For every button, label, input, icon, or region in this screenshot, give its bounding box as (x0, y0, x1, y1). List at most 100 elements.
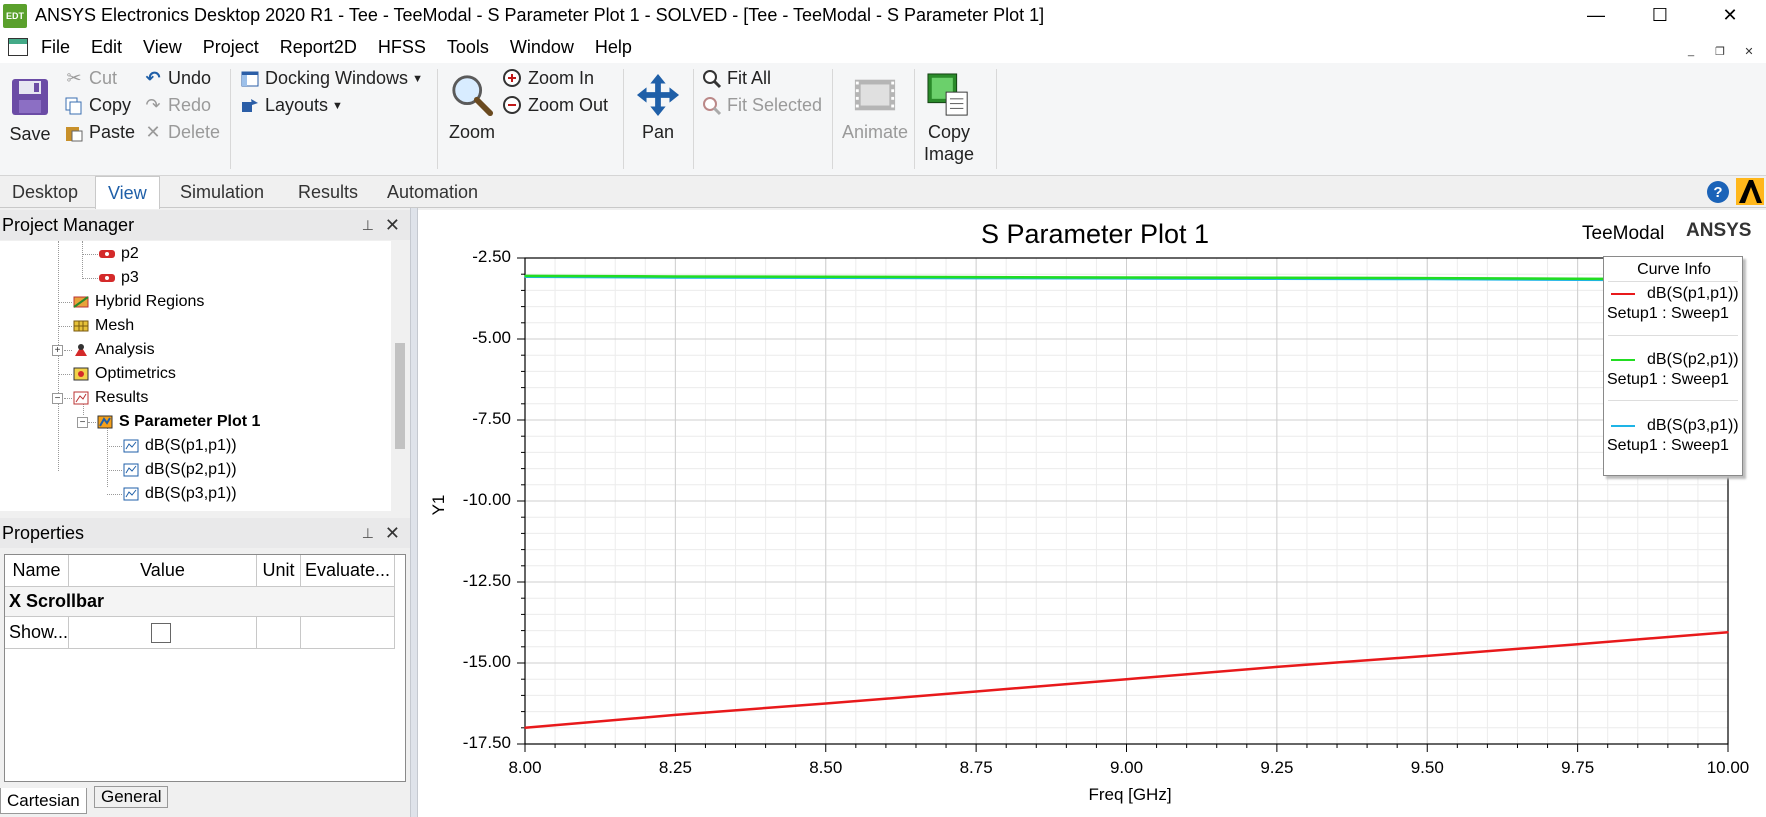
x-tick-label: 8.25 (658, 758, 692, 777)
x-axis-label: Freq [GHz] (1088, 785, 1172, 804)
column-header-value[interactable]: Value (69, 555, 257, 587)
tab-desktop[interactable]: Desktop (12, 181, 79, 202)
pan-button[interactable]: Pan (632, 71, 684, 143)
tab-view[interactable]: View (95, 176, 160, 209)
project-tree: + − − p2 p3 Hybrid Regions Mesh Analysis… (0, 241, 395, 511)
tree-item-label: Results (95, 389, 149, 406)
close-button[interactable]: ✕ (1722, 5, 1738, 25)
floppy-disk-icon (8, 73, 52, 121)
menu-report2d[interactable]: Report2D (279, 36, 357, 57)
zoom-button[interactable]: Zoom (444, 71, 500, 143)
fit-selected-button[interactable]: Fit Selected (702, 95, 822, 116)
property-value-cell[interactable] (69, 617, 257, 649)
tab-automation[interactable]: Automation (387, 181, 479, 202)
ansys-logo-icon (1736, 178, 1764, 205)
tree-item-label: dB(S(p2,p1)) (145, 461, 237, 478)
cut-label: Cut (89, 68, 118, 88)
save-button[interactable]: Save (6, 73, 54, 145)
delete-button[interactable]: ✕ Delete (143, 122, 220, 143)
tree-item-label: dB(S(p3,p1)) (145, 485, 237, 502)
tree-line (82, 278, 98, 279)
tab-general[interactable]: General (94, 786, 169, 808)
ribbon-separator (437, 69, 438, 169)
maximize-button[interactable]: ☐ (1651, 5, 1669, 25)
fit-all-button[interactable]: Fit All (702, 68, 771, 89)
menu-file[interactable]: File (41, 36, 71, 57)
design-name: TeeModal (1582, 223, 1665, 244)
menu-hfss[interactable]: HFSS (377, 36, 426, 57)
mdi-minimize-button[interactable]: _ (1687, 45, 1695, 57)
minimize-button[interactable]: — (1587, 5, 1605, 25)
trace-icon (122, 462, 140, 478)
column-header-name[interactable]: Name (5, 555, 69, 587)
tab-results[interactable]: Results (298, 181, 359, 202)
tree-item-p3[interactable]: p3 (98, 266, 139, 290)
property-name-show[interactable]: Show... (5, 617, 69, 649)
tree-item-optimetrics[interactable]: Optimetrics (72, 362, 176, 386)
paste-button[interactable]: Paste (64, 122, 135, 143)
menu-project[interactable]: Project (202, 36, 259, 57)
docking-windows-label: Docking Windows (265, 68, 409, 88)
help-icon[interactable]: ? (1707, 181, 1729, 203)
tab-simulation[interactable]: Simulation (180, 181, 265, 202)
tab-cartesian[interactable]: Cartesian (0, 788, 87, 814)
pan-arrows-icon (636, 71, 680, 119)
project-tree-scrollbar[interactable] (391, 241, 410, 511)
undo-button[interactable]: ↶ Undo (143, 68, 211, 89)
tree-item-trace-s11[interactable]: dB(S(p1,p1)) (122, 434, 237, 458)
fit-all-label: Fit All (727, 68, 772, 88)
legend-entry-sweep: Setup1 : Sweep1 (1607, 437, 1729, 454)
menu-help[interactable]: Help (594, 36, 632, 57)
animate-button[interactable]: Animate (840, 71, 910, 143)
show-scrollbar-checkbox[interactable] (151, 623, 171, 643)
menu-tools[interactable]: Tools (446, 36, 489, 57)
column-header-unit[interactable]: Unit (257, 555, 301, 587)
curve-info-legend[interactable]: Curve Info dB(S(p1,p1)) Setup1 : Sweep1 … (1603, 256, 1743, 476)
tree-item-results[interactable]: Results (72, 386, 148, 410)
title-bar: EDT ANSYS Electronics Desktop 2020 R1 - … (0, 0, 1766, 31)
properties-panel: Name Value Unit Evaluate... X Scrollbar … (0, 548, 410, 788)
legend-divider (1608, 400, 1738, 401)
tree-item-s-parameter-plot[interactable]: S Parameter Plot 1 (96, 410, 260, 434)
mdi-restore-button[interactable]: ❐ (1715, 45, 1725, 58)
tree-item-trace-s31[interactable]: dB(S(p3,p1)) (122, 482, 237, 506)
trace-icon (122, 486, 140, 502)
zoom-in-button[interactable]: Zoom In (503, 68, 594, 89)
ribbon-separator (832, 69, 833, 169)
menu-view[interactable]: View (143, 36, 182, 57)
mdi-close-button[interactable]: ✕ (1744, 45, 1754, 58)
window-icon (240, 69, 260, 89)
close-icon[interactable]: ✕ (384, 214, 400, 235)
save-label: Save (9, 124, 51, 144)
copy-image-button[interactable]: Copy Image (918, 71, 980, 165)
close-icon[interactable]: ✕ (384, 522, 400, 543)
tree-expander[interactable]: − (52, 393, 63, 404)
legend-title: Curve Info (1637, 261, 1711, 278)
tree-line (82, 254, 98, 255)
tree-item-analysis[interactable]: Analysis (72, 338, 155, 362)
scrollbar-thumb[interactable] (395, 343, 405, 449)
cut-button[interactable]: ✂ Cut (64, 68, 117, 89)
layouts-button[interactable]: Layouts ▼ (240, 95, 343, 116)
column-header-evaluate[interactable]: Evaluate... (301, 555, 395, 587)
document-icon[interactable] (8, 38, 28, 56)
tree-item-mesh[interactable]: Mesh (72, 314, 134, 338)
pane-splitter[interactable] (410, 208, 418, 817)
app-icon: EDT (3, 3, 27, 28)
menu-window[interactable]: Window (509, 36, 574, 57)
copy-button[interactable]: Copy (64, 95, 131, 116)
tree-expander[interactable]: − (77, 417, 88, 428)
fit-selected-label: Fit Selected (727, 95, 823, 115)
menu-edit[interactable]: Edit (91, 36, 123, 57)
tree-item-trace-s21[interactable]: dB(S(p2,p1)) (122, 458, 237, 482)
pin-icon[interactable]: ⊥ (361, 524, 374, 541)
legend-entry-name: dB(S(p1,p1)) (1647, 285, 1739, 302)
redo-button[interactable]: ↷ Redo (143, 95, 211, 116)
tree-item-p2[interactable]: p2 (98, 242, 139, 266)
tree-expander[interactable]: + (52, 345, 63, 356)
clipboard-icon (64, 123, 84, 143)
tree-item-hybrid-regions[interactable]: Hybrid Regions (72, 290, 204, 314)
pin-icon[interactable]: ⊥ (361, 216, 374, 233)
zoom-out-button[interactable]: Zoom Out (503, 95, 608, 116)
docking-windows-button[interactable]: Docking Windows ▼ (240, 68, 423, 89)
